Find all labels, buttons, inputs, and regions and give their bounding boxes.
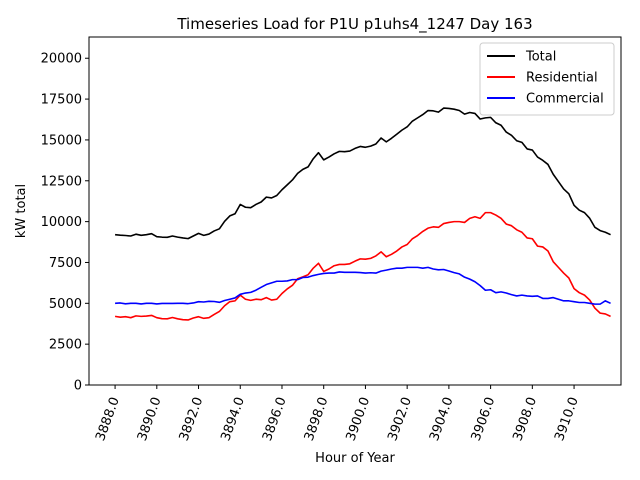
legend-label-commercial: Commercial bbox=[526, 92, 604, 107]
chart-title: Timeseries Load for P1U p1uhs4_1247 Day … bbox=[176, 15, 532, 34]
y-tick-label: 15000 bbox=[41, 133, 82, 148]
series-line-residential bbox=[114, 211, 611, 321]
y-tick-label: 0 bbox=[74, 379, 82, 394]
legend-label-total: Total bbox=[525, 50, 556, 65]
y-axis-label: kW total bbox=[14, 184, 29, 238]
series-line-commercial bbox=[115, 266, 611, 305]
legend-label-residential: Residential bbox=[526, 71, 598, 86]
series-layer bbox=[114, 107, 611, 321]
y-tick-label: 20000 bbox=[41, 52, 82, 67]
y-axis-ticks: 0 2500 5000 7500 10000 12500 15000 17500 20000 bbox=[41, 52, 89, 394]
legend: Total Residential Commercial bbox=[479, 42, 615, 116]
y-tick-label: 17500 bbox=[41, 93, 82, 108]
x-axis-label: Hour of Year bbox=[315, 451, 395, 466]
series-line-total bbox=[115, 107, 611, 240]
y-tick-label: 12500 bbox=[41, 174, 82, 189]
y-tick-label: 5000 bbox=[49, 297, 82, 312]
y-tick-label: 2500 bbox=[49, 338, 82, 353]
y-tick-label: 7500 bbox=[49, 256, 82, 271]
plot-frame bbox=[88, 36, 622, 386]
axes-layer bbox=[88, 36, 622, 386]
y-tick-label: 10000 bbox=[41, 215, 82, 230]
